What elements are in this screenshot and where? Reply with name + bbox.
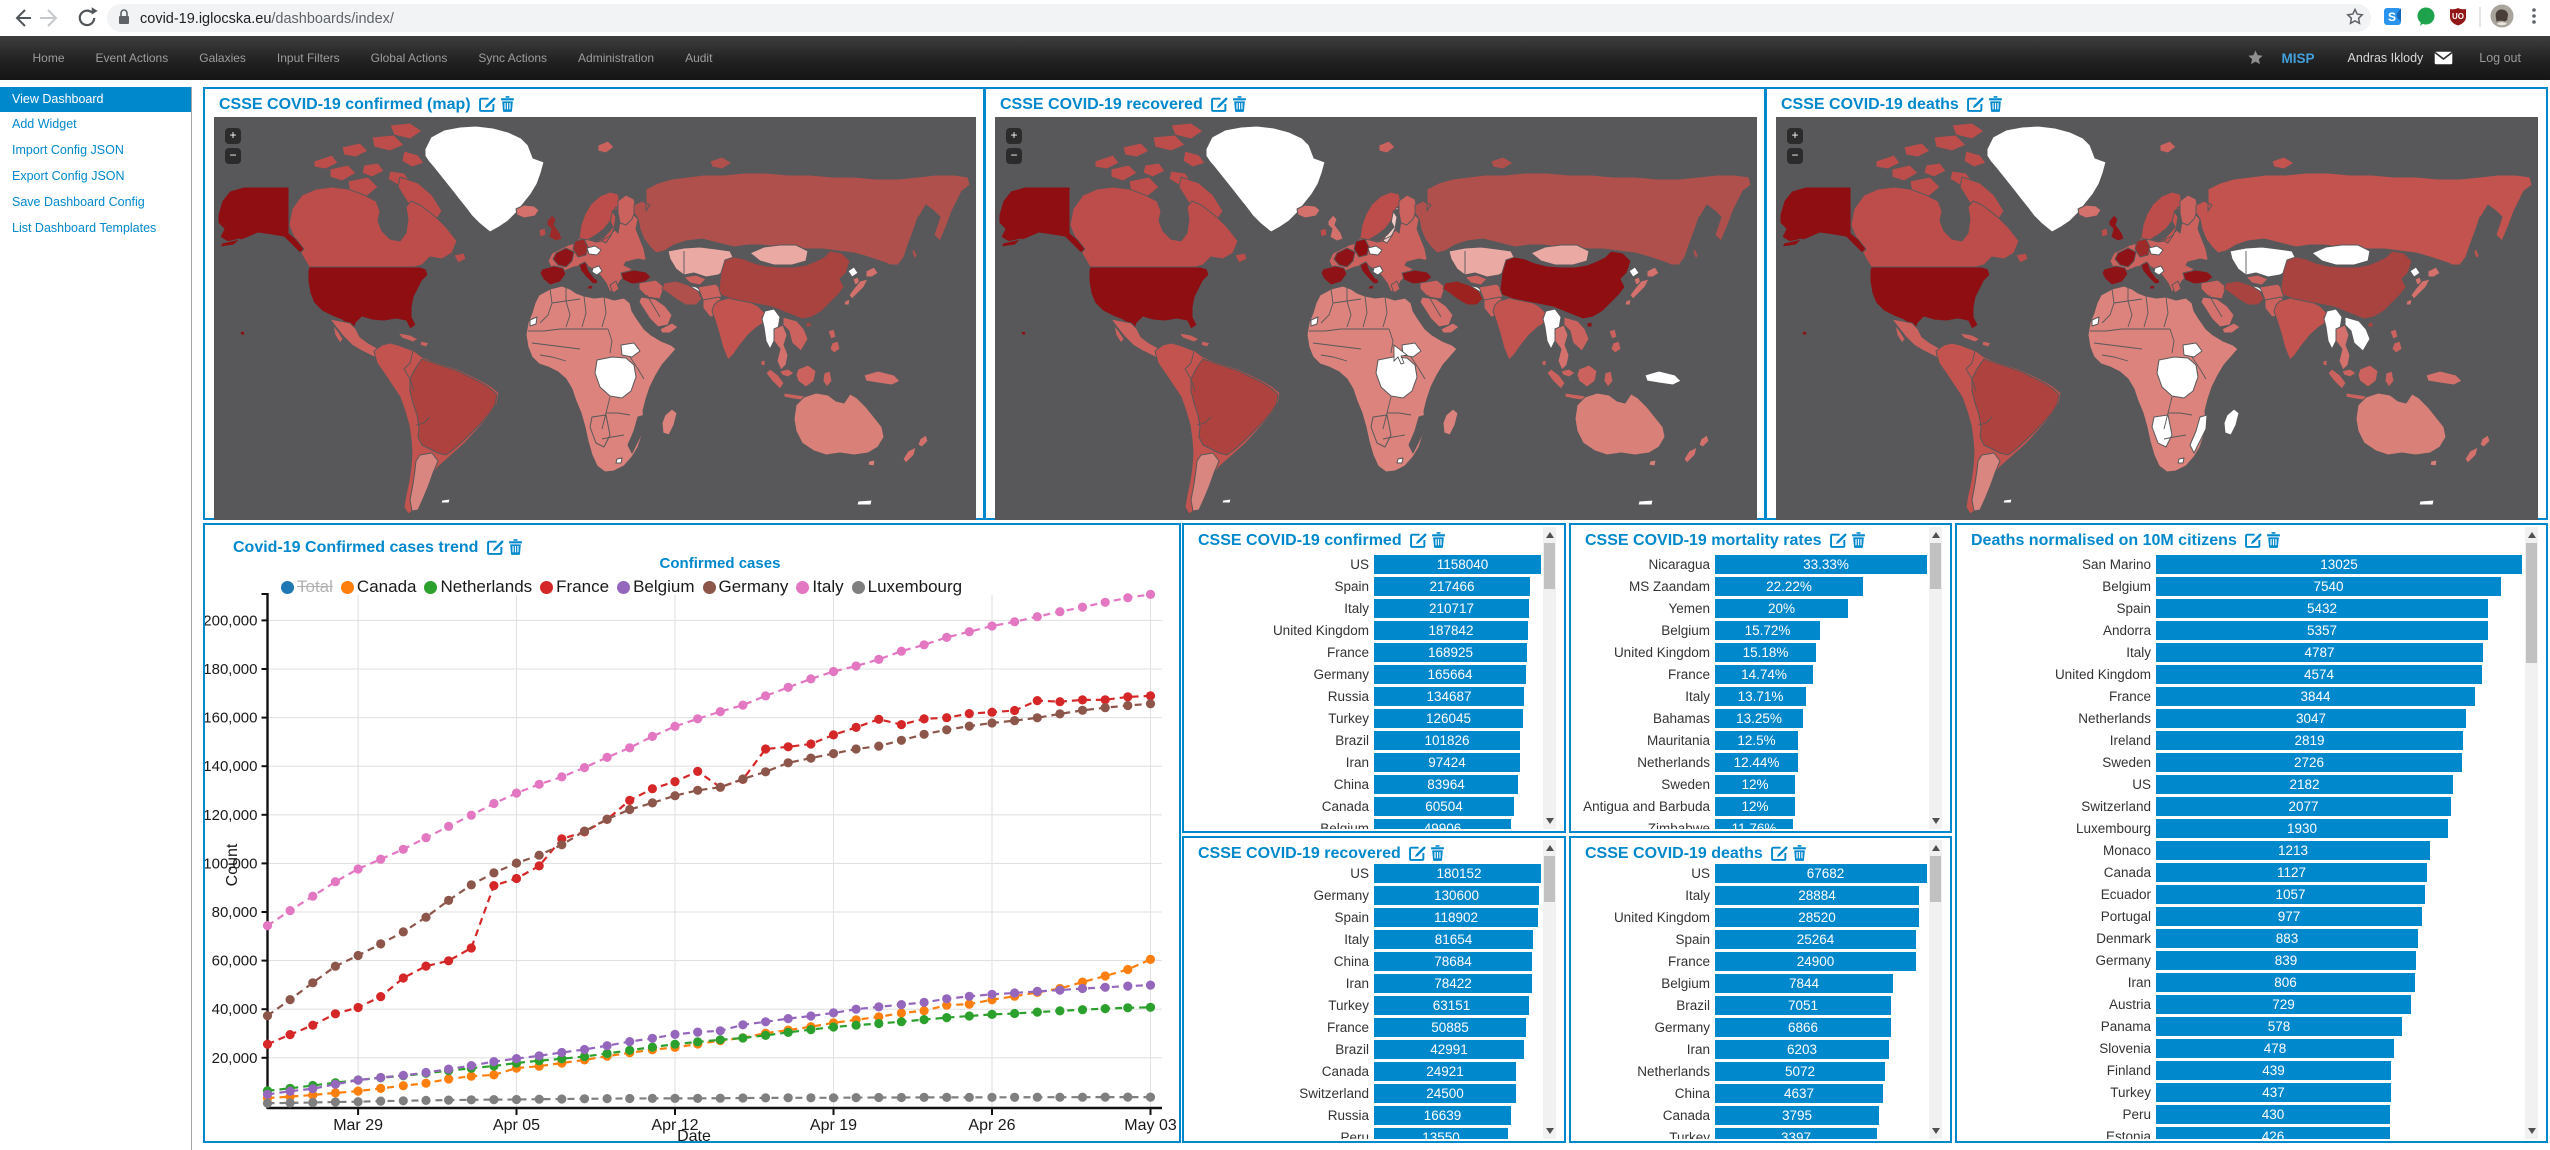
svg-text:Apr 05: Apr 05 <box>493 1117 540 1134</box>
svg-text:covid-19.iglocska.eu/dashboard: covid-19.iglocska.eu/dashboards/index/ <box>140 11 395 27</box>
svg-text:160,000: 160,000 <box>205 710 258 727</box>
svg-text:140,000: 140,000 <box>205 758 258 775</box>
svg-text:120,000: 120,000 <box>205 807 258 824</box>
svg-text:UO: UO <box>2452 12 2464 21</box>
svg-text:Apr 12: Apr 12 <box>651 1117 698 1134</box>
svg-text:180,000: 180,000 <box>205 661 258 678</box>
svg-text:Date: Date <box>677 1128 711 1141</box>
svg-text:Apr 19: Apr 19 <box>810 1117 857 1134</box>
svg-text:20,000: 20,000 <box>212 1050 258 1067</box>
svg-text:60,000: 60,000 <box>212 953 258 970</box>
svg-text:S: S <box>2388 10 2396 24</box>
svg-text:200,000: 200,000 <box>205 612 258 629</box>
svg-text:Count: Count <box>224 843 241 886</box>
svg-text:100,000: 100,000 <box>205 855 258 872</box>
svg-text:Mar 29: Mar 29 <box>333 1117 383 1134</box>
svg-text:Apr 26: Apr 26 <box>968 1117 1015 1134</box>
svg-text:80,000: 80,000 <box>212 904 258 921</box>
svg-text:May 03: May 03 <box>1124 1117 1177 1134</box>
svg-text:40,000: 40,000 <box>212 1001 258 1018</box>
